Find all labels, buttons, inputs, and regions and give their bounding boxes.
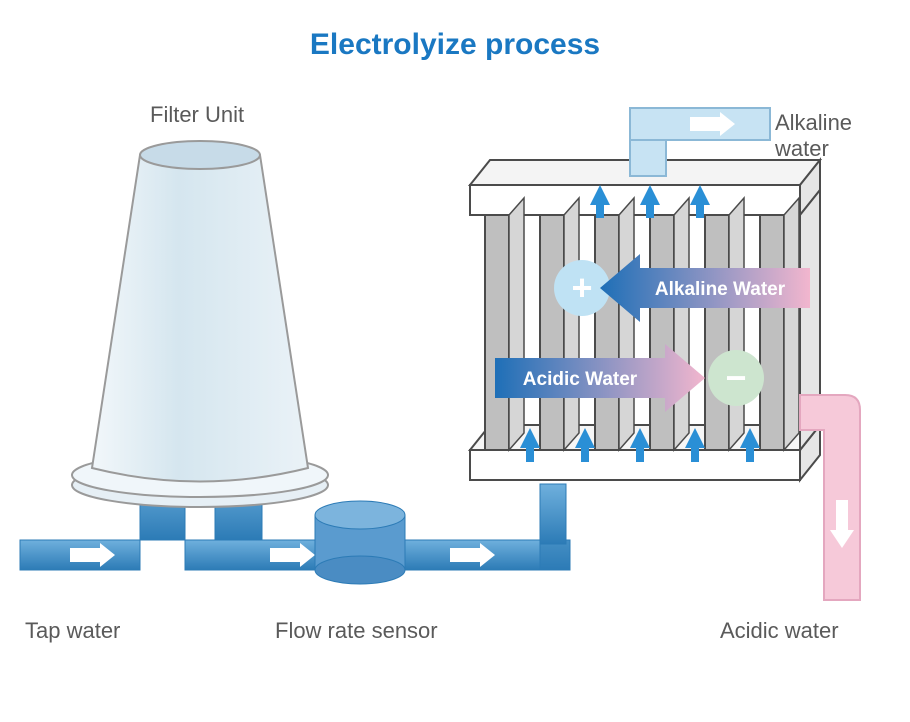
filter-unit: [72, 141, 328, 507]
svg-text:−: −: [725, 357, 746, 398]
minus-circle: −: [708, 350, 764, 406]
label-acidic-water: Acidic water: [720, 618, 839, 644]
svg-text:Alkaline Water: Alkaline Water: [655, 279, 786, 300]
diagram-canvas: + − Alkaline Water Acidic Water Electrol…: [0, 0, 910, 722]
label-flow-sensor: Flow rate sensor: [275, 618, 438, 644]
electrode-plates: [485, 198, 799, 450]
diagram-svg: + − Alkaline Water Acidic Water: [0, 0, 910, 722]
label-alkaline-water: Alkaline water: [775, 110, 910, 162]
diagram-title: Electrolyize process: [0, 28, 910, 62]
label-filter-unit: Filter Unit: [150, 102, 244, 128]
electrolysis-chamber: [470, 160, 820, 480]
svg-text:+: +: [571, 267, 592, 308]
label-tap-water: Tap water: [25, 618, 120, 644]
acidic-output-pipe: [800, 395, 860, 600]
svg-text:Acidic Water: Acidic Water: [523, 369, 638, 390]
flow-rate-sensor: [315, 501, 405, 584]
